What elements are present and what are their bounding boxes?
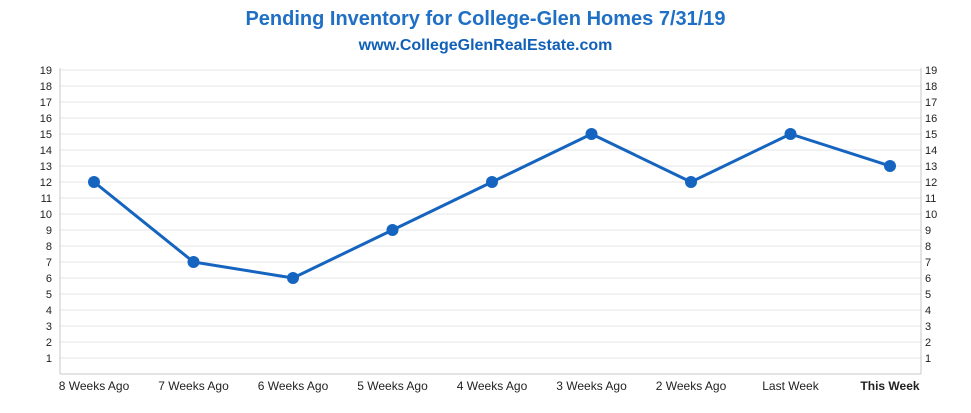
y-tick-left-1: 1 xyxy=(46,353,52,365)
chart-title: Pending Inventory for College-Glen Homes… xyxy=(245,8,726,30)
y-tick-right-7: 7 xyxy=(925,257,931,269)
y-tick-left-10: 10 xyxy=(40,209,52,221)
y-tick-left-5: 5 xyxy=(46,289,52,301)
data-point-this-week xyxy=(884,160,896,172)
data-point-4-weeks-ago xyxy=(486,176,498,188)
y-tick-right-15: 15 xyxy=(925,129,937,141)
y-tick-right-1: 1 xyxy=(925,353,931,365)
y-tick-left-17: 17 xyxy=(40,97,52,109)
chart-subtitle: www.CollegeGlenRealEstate.com xyxy=(358,37,613,54)
series-line xyxy=(93,132,891,280)
x-tick-6-weeks-ago: 6 Weeks Ago xyxy=(258,379,329,393)
x-tick-7-weeks-ago: 7 Weeks Ago xyxy=(158,379,229,393)
y-tick-left-9: 9 xyxy=(46,225,52,237)
y-tick-right-4: 4 xyxy=(925,305,931,317)
y-tick-left-16: 16 xyxy=(40,113,52,125)
y-tick-right-19: 19 xyxy=(925,65,937,77)
y-tick-left-12: 12 xyxy=(40,177,52,189)
y-tick-left-4: 4 xyxy=(46,305,52,317)
data-point-3-weeks-ago xyxy=(585,128,598,140)
data-point-7-weeks-ago xyxy=(187,256,200,268)
gridlines xyxy=(60,69,921,359)
x-tick-3-weeks-ago: 3 Weeks Ago xyxy=(556,379,627,393)
y-tick-right-6: 6 xyxy=(925,273,931,285)
x-tick-this-week: This Week xyxy=(860,379,919,393)
y-tick-left-14: 14 xyxy=(40,145,52,157)
y-tick-left-8: 8 xyxy=(46,241,52,253)
y-tick-right-12: 12 xyxy=(925,177,937,189)
x-tick-2-weeks-ago: 2 Weeks Ago xyxy=(656,379,727,393)
y-tick-right-2: 2 xyxy=(925,337,931,349)
y-tick-right-13: 13 xyxy=(925,161,937,173)
y-tick-right-18: 18 xyxy=(925,81,937,93)
x-tick-4-weeks-ago: 4 Weeks Ago xyxy=(457,379,528,393)
y-tick-right-17: 17 xyxy=(925,97,937,109)
axes xyxy=(59,68,922,375)
y-tick-right-16: 16 xyxy=(925,113,937,125)
y-tick-right-8: 8 xyxy=(925,241,931,253)
y-tick-left-13: 13 xyxy=(40,161,52,173)
y-tick-left-7: 7 xyxy=(46,257,52,269)
y-tick-right-14: 14 xyxy=(925,145,937,157)
data-point-6-weeks-ago xyxy=(287,272,299,284)
y-tick-left-19: 19 xyxy=(40,65,52,77)
x-tick-5-weeks-ago: 5 Weeks Ago xyxy=(357,379,428,393)
data-point-5-weeks-ago xyxy=(386,224,399,236)
y-tick-left-6: 6 xyxy=(46,273,52,285)
y-tick-right-10: 10 xyxy=(925,209,937,221)
y-tick-left-2: 2 xyxy=(46,337,52,349)
x-axis-ticks: 8 Weeks Ago 7 Weeks Ago 6 Weeks Ago 5 Weeks… xyxy=(59,379,920,393)
y-tick-left-11: 11 xyxy=(41,193,52,205)
data-point-8-weeks-ago xyxy=(88,176,100,188)
y-tick-right-3: 3 xyxy=(925,321,931,333)
series-pending-inventory xyxy=(88,128,896,284)
y-tick-right-11: 11 xyxy=(925,193,936,205)
data-point-2-weeks-ago xyxy=(685,176,697,188)
y-tick-left-15: 15 xyxy=(40,129,52,141)
y-tick-left-18: 18 xyxy=(40,81,52,93)
y-tick-right-9: 9 xyxy=(925,225,931,237)
data-point-last-week xyxy=(784,128,797,140)
y-tick-left-3: 3 xyxy=(46,321,52,333)
x-tick-8-weeks-ago: 8 Weeks Ago xyxy=(59,379,130,393)
y-tick-right-5: 5 xyxy=(925,289,931,301)
x-tick-last-week: Last Week xyxy=(762,379,819,393)
